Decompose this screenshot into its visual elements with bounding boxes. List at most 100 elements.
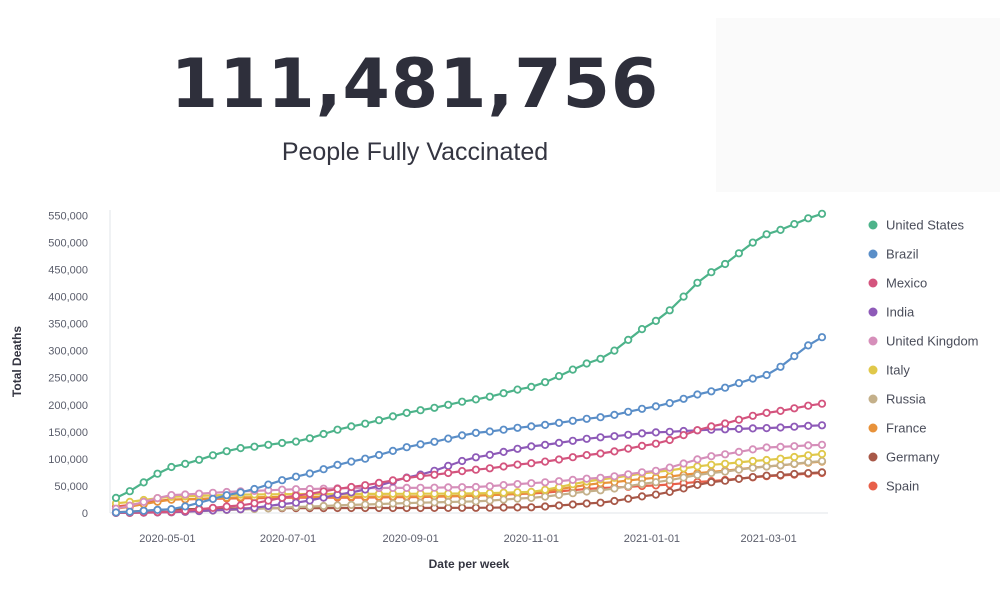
data-point-brazil	[665, 399, 674, 408]
data-point-united-states	[264, 440, 273, 449]
data-point-brazil	[347, 457, 356, 466]
data-point-russia	[804, 458, 813, 467]
data-point-brazil	[582, 414, 591, 423]
data-point-mexico	[457, 466, 467, 476]
data-point-germany	[610, 496, 619, 506]
data-point-germany	[817, 468, 827, 477]
data-point-united-states	[582, 359, 591, 368]
data-point-mexico	[665, 435, 674, 445]
data-point-united-states	[540, 378, 550, 387]
data-point-india	[596, 433, 605, 442]
data-point-mexico	[582, 450, 591, 460]
data-point-mexico	[374, 478, 384, 487]
data-point-germany	[554, 501, 564, 510]
data-point-russia	[762, 462, 771, 471]
x-tick-label: 2020-09-01	[383, 533, 439, 545]
data-point-united-kingdom	[610, 472, 619, 481]
data-point-india	[748, 424, 757, 433]
data-point-united-kingdom	[568, 475, 577, 484]
data-point-mexico	[277, 493, 287, 502]
data-point-russia	[790, 459, 799, 468]
data-point-brazil	[430, 437, 439, 446]
data-point-russia	[457, 497, 467, 506]
x-tick-label: 2021-01-01	[624, 533, 680, 545]
data-point-russia	[347, 500, 356, 509]
data-point-united-kingdom	[582, 474, 591, 483]
data-point-mexico	[347, 482, 356, 492]
data-point-brazil	[527, 422, 536, 431]
blank-panel	[716, 18, 1000, 192]
legend-marker-india	[868, 307, 878, 317]
data-point-russia	[554, 490, 564, 499]
data-point-brazil	[817, 333, 827, 342]
data-point-united-states	[568, 365, 577, 374]
data-point-brazil	[540, 420, 550, 429]
data-point-germany	[568, 500, 577, 509]
data-point-russia	[333, 501, 342, 510]
data-point-mexico	[610, 447, 619, 456]
data-point-germany	[679, 484, 688, 493]
data-point-mexico	[402, 473, 411, 483]
data-point-germany	[734, 474, 744, 483]
data-point-germany	[790, 469, 799, 479]
y-tick-label: 100,000	[48, 454, 88, 466]
data-point-india	[817, 421, 827, 430]
data-point-germany	[499, 503, 508, 512]
data-point-mexico	[804, 401, 813, 410]
data-point-germany	[748, 472, 757, 482]
data-point-brazil	[208, 494, 217, 503]
data-point-mexico	[527, 459, 536, 468]
data-point-italy	[707, 460, 716, 469]
data-point-united-states	[222, 447, 231, 456]
data-point-brazil	[568, 416, 577, 425]
data-point-united-kingdom	[181, 490, 190, 499]
data-point-united-states	[485, 392, 494, 401]
data-point-germany	[485, 503, 494, 512]
data-point-india	[305, 496, 314, 505]
data-point-united-states	[554, 372, 564, 381]
data-point-brazil	[264, 480, 273, 489]
data-point-united-states	[513, 385, 522, 394]
data-point-brazil	[125, 507, 134, 516]
data-point-united-kingdom	[734, 447, 744, 456]
data-point-russia	[319, 501, 328, 511]
data-point-mexico	[485, 464, 494, 473]
data-point-mexico	[222, 502, 231, 511]
data-point-india	[568, 436, 577, 445]
data-point-germany	[637, 492, 647, 501]
data-point-united-states	[277, 438, 287, 448]
data-point-mexico	[513, 460, 522, 469]
series-line-france	[115, 460, 823, 510]
data-point-brazil	[374, 450, 384, 460]
y-tick-label: 400,000	[48, 292, 88, 304]
data-point-india	[804, 421, 813, 430]
data-point-united-states	[305, 434, 314, 443]
data-point-united-kingdom	[139, 497, 148, 506]
data-point-united-kingdom	[637, 468, 647, 477]
data-point-united-kingdom	[776, 442, 785, 451]
data-point-brazil	[457, 431, 467, 440]
data-point-russia	[624, 482, 633, 491]
data-point-india	[444, 461, 453, 470]
data-point-united-states	[734, 249, 744, 258]
data-point-italy	[817, 449, 827, 459]
data-point-united-kingdom	[707, 452, 716, 461]
data-point-mexico	[416, 472, 425, 481]
data-point-mexico	[679, 431, 688, 440]
data-point-italy	[471, 489, 480, 498]
data-point-united-states	[790, 219, 799, 229]
data-point-united-states	[208, 451, 217, 460]
data-point-mexico	[333, 484, 342, 493]
legend-label-united-states: United States	[886, 218, 965, 233]
legend-label-united-kingdom: United Kingdom	[886, 334, 979, 349]
y-tick-label: 350,000	[48, 319, 88, 331]
data-point-italy	[527, 487, 536, 496]
data-point-italy	[776, 454, 785, 463]
data-point-india	[610, 432, 619, 441]
data-point-brazil	[181, 502, 190, 511]
data-point-brazil	[624, 407, 633, 416]
data-point-united-states	[139, 478, 148, 487]
data-point-brazil	[720, 383, 730, 392]
data-point-united-states	[167, 462, 176, 472]
data-point-brazil	[416, 440, 425, 449]
